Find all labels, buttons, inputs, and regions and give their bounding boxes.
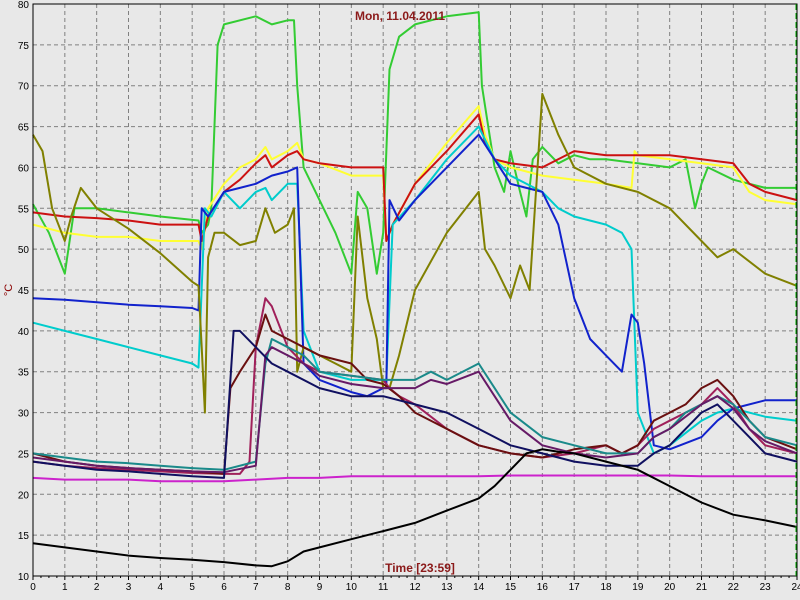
- x-tick-label: 23: [760, 582, 772, 593]
- series-line-9: [32, 338, 798, 471]
- y-tick-label: 10: [18, 572, 30, 583]
- y-tick-label: 40: [18, 327, 30, 338]
- x-tick-label: 11: [378, 582, 389, 593]
- y-tick-label: 55: [18, 204, 30, 215]
- x-tick-label: 18: [600, 582, 612, 593]
- x-tick-label: 3: [126, 582, 132, 593]
- y-tick-label: 50: [18, 245, 30, 256]
- y-tick-label: 30: [18, 409, 30, 420]
- x-tick-label: 22: [728, 582, 740, 593]
- y-tick-label: 60: [18, 163, 30, 174]
- series-line-12: [32, 474, 797, 483]
- axes: 0 1 2 3 4 5 6 7 8 9 10 11 12 13 14 15 16 17 18 19 20 21 22 23 24…: [18, 0, 800, 593]
- series-layer: [32, 11, 798, 568]
- x-tick-label: 17: [569, 582, 581, 593]
- x-tick-label: 9: [317, 582, 323, 593]
- y-tick-label: 70: [18, 82, 30, 93]
- x-tick-label: 16: [537, 582, 549, 593]
- x-tick-label: 5: [189, 582, 195, 593]
- series-line-5: [32, 133, 797, 451]
- x-tick-label: 7: [253, 582, 259, 593]
- y-tick-label: 75: [18, 41, 30, 52]
- y-axis-label: °C: [3, 284, 15, 296]
- y-tick-label: 15: [18, 531, 30, 542]
- series-line-3: [32, 113, 798, 242]
- chart-title: Mon, 11.04.2011: [355, 9, 445, 23]
- plot-frame: [32, 3, 798, 577]
- x-tick-label: 12: [409, 582, 421, 593]
- x-tick-label: 15: [505, 582, 517, 593]
- y-tick-label: 65: [18, 123, 30, 134]
- x-tick-label: 20: [664, 582, 676, 593]
- y-tick-label: 35: [18, 368, 30, 379]
- x-tick-label: 0: [30, 582, 36, 593]
- x-tick-label: 14: [473, 582, 485, 593]
- x-tick-label: 2: [94, 582, 100, 593]
- y-tick-label: 25: [18, 449, 30, 460]
- series-line-11: [32, 329, 798, 479]
- y-tick-label: 20: [18, 490, 30, 501]
- y-tick-label: 80: [18, 0, 30, 11]
- x-tick-label: 21: [696, 582, 708, 593]
- y-tick-label: 45: [18, 286, 30, 297]
- series-line-6: [32, 92, 798, 414]
- x-tick-label: 13: [441, 582, 453, 593]
- x-tick-label: 24: [791, 582, 800, 593]
- x-tick-label: 19: [632, 582, 644, 593]
- series-line-13: [32, 448, 798, 568]
- x-tick-label: 4: [158, 582, 164, 593]
- x-tick-label: 10: [346, 582, 358, 593]
- x-tick-label: 6: [221, 582, 227, 593]
- x-tick-label: 1: [62, 582, 68, 593]
- series-line-10: [32, 346, 798, 474]
- x-axis-label: Time [23:59]: [385, 561, 455, 575]
- x-tick-label: 8: [285, 582, 291, 593]
